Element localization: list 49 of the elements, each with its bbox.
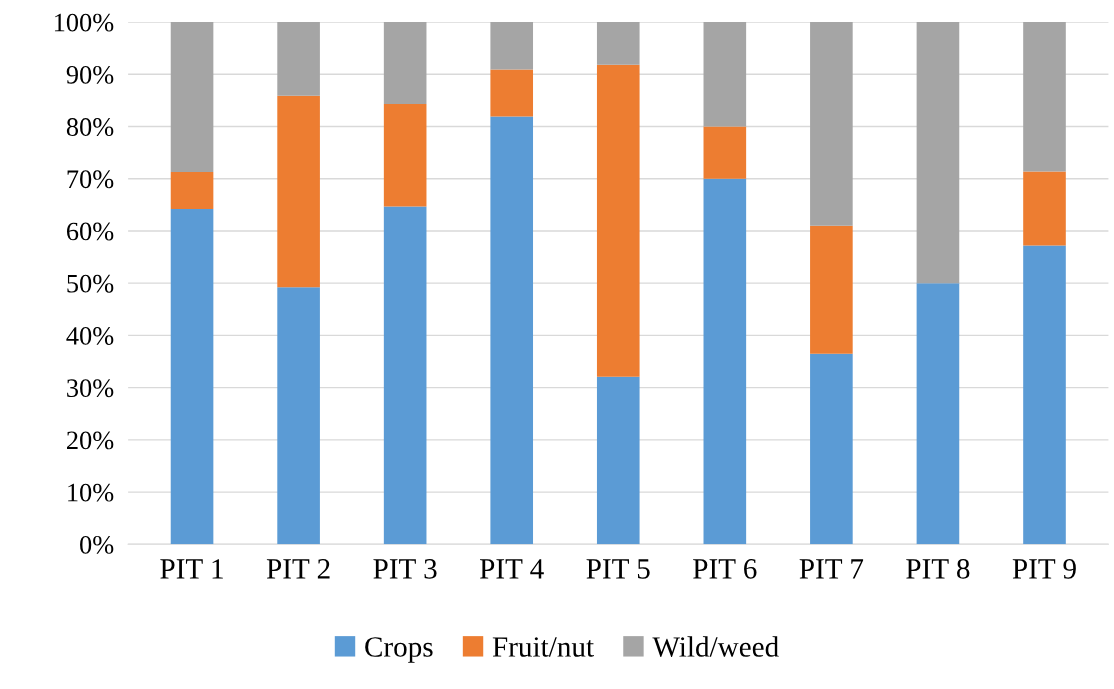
bar: [596, 376, 640, 545]
bar: [916, 283, 960, 545]
x-tick-label: PIT 5: [586, 559, 650, 579]
y-tick-label: 70%: [67, 170, 114, 189]
legend-label: Wild/weed: [652, 636, 779, 657]
bar: [277, 95, 320, 288]
bar: [490, 69, 534, 117]
y-tick-label: 100%: [54, 13, 114, 32]
legend-label: Crops: [365, 637, 433, 663]
bar: [383, 22, 427, 105]
x-tick-label: PIT 7: [799, 559, 864, 579]
bar: [383, 206, 427, 545]
bar: [596, 64, 640, 377]
x-tick-label: PIT 6: [693, 559, 757, 579]
legend-label: Fruit/nut: [492, 637, 594, 657]
x-tick-label: PIT 4: [480, 559, 544, 579]
bar: [1023, 22, 1066, 172]
bar: [277, 287, 320, 545]
x-tick-label: PIT 3: [373, 559, 437, 579]
x-tick-label: PIT 8: [906, 559, 970, 579]
bar: [1023, 245, 1066, 545]
y-tick-label: 10%: [68, 483, 114, 502]
bar: [810, 22, 853, 226]
bar: [277, 22, 320, 96]
y-tick-label: 90%: [66, 65, 114, 84]
x-tick-label: PIT 2: [266, 559, 330, 579]
x-tick-label: PIT 9: [1012, 559, 1076, 579]
bar: [810, 353, 853, 545]
y-tick-label: 20%: [67, 431, 114, 450]
bar: [383, 104, 427, 207]
y-tick-label: 50%: [67, 274, 114, 293]
y-tick-label: 80%: [66, 118, 114, 136]
bar: [703, 22, 747, 127]
bar: [1023, 171, 1066, 246]
bar: [490, 22, 534, 70]
bar: [596, 22, 640, 65]
y-tick-label: 60%: [66, 222, 114, 241]
bar: [170, 209, 214, 545]
bar: [703, 178, 747, 545]
bar: [916, 22, 960, 284]
y-tick-label: 30%: [67, 379, 114, 398]
bar: [810, 225, 853, 354]
bar: [490, 116, 534, 545]
bar: [703, 126, 747, 179]
y-tick-label: 40%: [66, 327, 114, 345]
x-tick-label: PIT 1: [160, 559, 223, 579]
bar: [170, 171, 214, 210]
bar: [170, 22, 214, 172]
y-tick-label: 0%: [80, 535, 114, 554]
